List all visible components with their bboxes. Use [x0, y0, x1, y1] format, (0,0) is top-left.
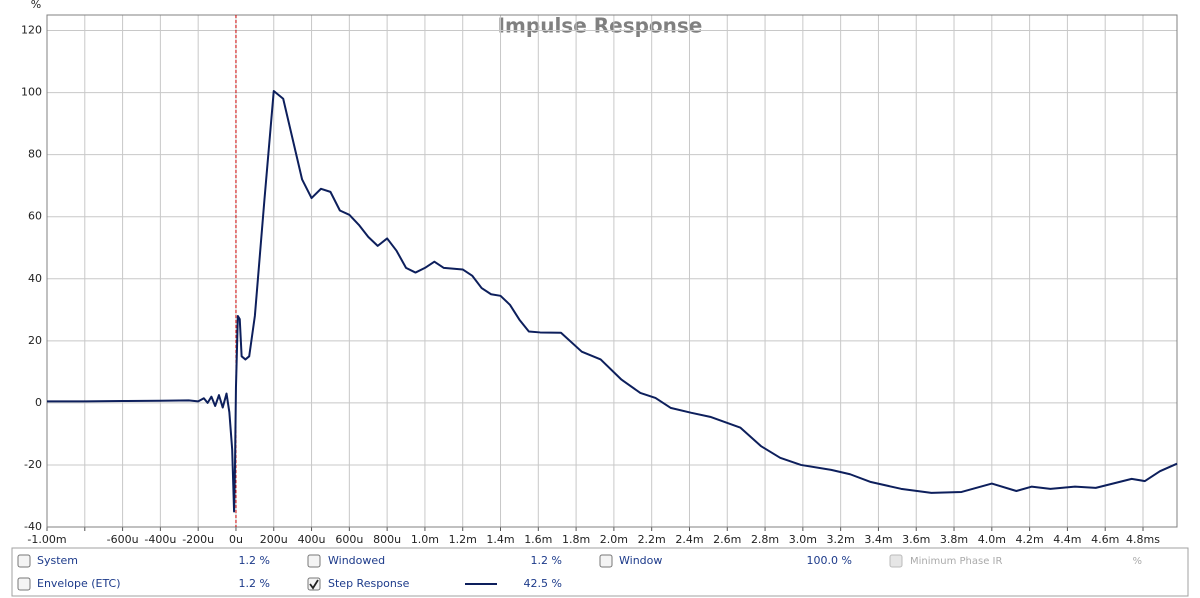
item-value: 1.2 %	[531, 554, 562, 567]
x-tick-label: 1.4m	[486, 533, 514, 546]
item-label[interactable]: System	[37, 554, 78, 567]
y-tick-label: 80	[28, 148, 42, 161]
x-tick-label: 4.8ms	[1126, 533, 1160, 546]
x-tick-label: 2.8m	[751, 533, 779, 546]
x-tick-label: -200u	[182, 533, 214, 546]
y-axis-label: %	[31, 0, 41, 11]
x-tick-label: 0u	[229, 533, 243, 546]
x-tick-label: 2.2m	[638, 533, 666, 546]
legend-panel	[11, 547, 1189, 597]
plot-border	[46, 14, 1178, 528]
item-label[interactable]: Windowed	[328, 554, 385, 567]
y-tick-label: 100	[21, 86, 42, 99]
item-label[interactable]: Step Response	[328, 577, 410, 590]
x-tick-label: 4.6m	[1091, 533, 1119, 546]
y-tick-label: 120	[21, 24, 42, 37]
x-tick-label: 2.0m	[600, 533, 628, 546]
x-tick-label: 3.0m	[789, 533, 817, 546]
checkbox[interactable]	[17, 554, 31, 568]
checkbox[interactable]	[307, 554, 321, 568]
x-tick-label: 600u	[335, 533, 363, 546]
y-tick-label: -40	[24, 520, 42, 533]
x-tick-label: 200u	[260, 533, 288, 546]
item-value: 42.5 %	[524, 577, 562, 590]
x-tick-label: 3.2m	[827, 533, 855, 546]
y-tick-label: 20	[28, 334, 42, 347]
x-tick-label: 3.6m	[902, 533, 930, 546]
chart-title: Impulse Response	[498, 14, 703, 38]
checkbox[interactable]	[17, 577, 31, 591]
x-tick-label: -400u	[144, 533, 176, 546]
x-tick-label: 3.8m	[940, 533, 968, 546]
x-tick-label: 4.0m	[978, 533, 1006, 546]
x-tick-label: 1.6m	[524, 533, 552, 546]
checkbox	[889, 554, 903, 568]
y-tick-label: 60	[28, 210, 42, 223]
x-tick-label: 4.2m	[1015, 533, 1043, 546]
x-tick-label: 1.8m	[562, 533, 590, 546]
item-value: 100.0 %	[807, 554, 852, 567]
x-tick-label: 1.0m	[411, 533, 439, 546]
checkbox[interactable]	[599, 554, 613, 568]
y-tick-label: 40	[28, 272, 42, 285]
item-label[interactable]: Window	[619, 554, 662, 567]
x-tick-label: 2.4m	[675, 533, 703, 546]
x-tick-label: -1.00m	[27, 533, 66, 546]
x-tick-label: 2.6m	[713, 533, 741, 546]
item-value: 1.2 %	[239, 554, 270, 567]
x-tick-label: 1.2m	[449, 533, 477, 546]
item-value: %	[1132, 556, 1142, 567]
item-label[interactable]: Envelope (ETC)	[37, 577, 121, 590]
checkbox[interactable]	[307, 577, 321, 591]
x-tick-label: -600u	[107, 533, 139, 546]
item-label: Minimum Phase IR	[910, 556, 1003, 567]
y-tick-label: -20	[24, 458, 42, 471]
checkmark	[309, 579, 319, 590]
y-tick-label: 0	[35, 396, 42, 409]
item-value: 1.2 %	[239, 577, 270, 590]
x-tick-label: 800u	[373, 533, 401, 546]
x-tick-label: 400u	[298, 533, 326, 546]
series-line	[47, 90, 1178, 513]
x-tick-label: 3.4m	[864, 533, 892, 546]
x-tick-label: 4.4m	[1053, 533, 1081, 546]
